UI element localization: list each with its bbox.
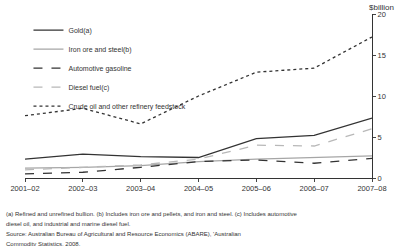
svg-text:Gold(a): Gold(a) (68, 27, 91, 35)
svg-text:2002–03: 2002–03 (68, 184, 97, 193)
svg-text:2003–04: 2003–04 (126, 184, 155, 193)
svg-text:Automotive gasoline: Automotive gasoline (68, 65, 131, 73)
svg-text:Crude oil and other refinery f: Crude oil and other refinery feedstock (68, 103, 185, 111)
svg-text:0: 0 (378, 174, 382, 183)
svg-text:diesel oil, and industrial and: diesel oil, and industrial and marine di… (6, 221, 131, 227)
svg-text:2007–08: 2007–08 (357, 184, 386, 193)
svg-text:Diesel fuel(c): Diesel fuel(c) (68, 84, 109, 92)
svg-text:10: 10 (378, 92, 386, 101)
svg-text:Source: Australian Bureau of A: Source: Australian Bureau of Agricultura… (6, 231, 241, 237)
svg-text:20: 20 (378, 10, 386, 19)
svg-text:5: 5 (378, 133, 382, 142)
svg-text:2004–05: 2004–05 (184, 184, 213, 193)
svg-text:Commodity Statistics, 2008.: Commodity Statistics, 2008. (6, 241, 81, 246)
svg-text:2006–07: 2006–07 (300, 184, 329, 193)
svg-text:(a) Refined and unrefined bull: (a) Refined and unrefined bullion. (b) I… (6, 211, 297, 217)
svg-text:2005–06: 2005–06 (242, 184, 271, 193)
svg-text:15: 15 (378, 51, 386, 60)
svg-text:$billion: $billion (369, 3, 394, 12)
svg-text:Iron ore and steel(b): Iron ore and steel(b) (68, 46, 131, 54)
svg-text:2001–02: 2001–02 (10, 184, 39, 193)
